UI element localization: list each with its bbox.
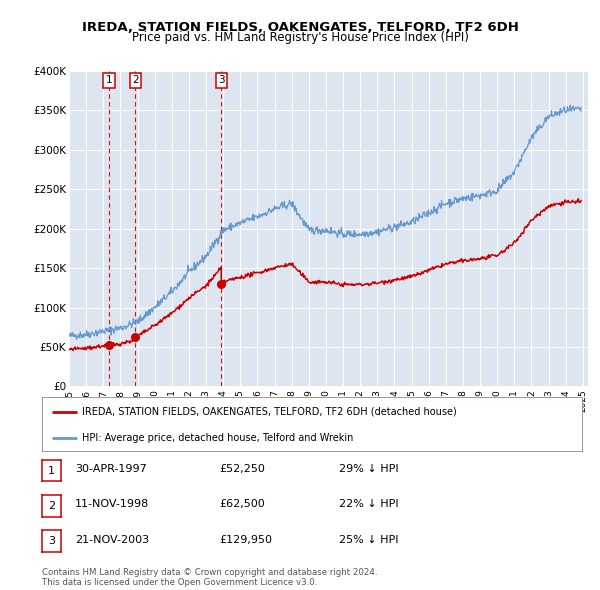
Text: 29% ↓ HPI: 29% ↓ HPI <box>339 464 398 474</box>
Text: 22% ↓ HPI: 22% ↓ HPI <box>339 499 398 509</box>
Text: IREDA, STATION FIELDS, OAKENGATES, TELFORD, TF2 6DH (detached house): IREDA, STATION FIELDS, OAKENGATES, TELFO… <box>83 407 457 417</box>
Text: IREDA, STATION FIELDS, OAKENGATES, TELFORD, TF2 6DH: IREDA, STATION FIELDS, OAKENGATES, TELFO… <box>82 21 518 34</box>
Text: Contains HM Land Registry data © Crown copyright and database right 2024.: Contains HM Land Registry data © Crown c… <box>42 568 377 577</box>
Text: £62,500: £62,500 <box>219 499 265 509</box>
Text: Price paid vs. HM Land Registry's House Price Index (HPI): Price paid vs. HM Land Registry's House … <box>131 31 469 44</box>
Text: 25% ↓ HPI: 25% ↓ HPI <box>339 535 398 545</box>
Text: 3: 3 <box>48 536 55 546</box>
Text: HPI: Average price, detached house, Telford and Wrekin: HPI: Average price, detached house, Telf… <box>83 433 354 442</box>
Text: 2: 2 <box>132 76 139 86</box>
Text: 11-NOV-1998: 11-NOV-1998 <box>75 499 149 509</box>
Text: 30-APR-1997: 30-APR-1997 <box>75 464 147 474</box>
Text: This data is licensed under the Open Government Licence v3.0.: This data is licensed under the Open Gov… <box>42 578 317 587</box>
Text: 1: 1 <box>48 466 55 476</box>
Text: 2: 2 <box>48 501 55 511</box>
Text: 1: 1 <box>106 76 112 86</box>
Text: 21-NOV-2003: 21-NOV-2003 <box>75 535 149 545</box>
Text: 3: 3 <box>218 76 224 86</box>
Text: £129,950: £129,950 <box>219 535 272 545</box>
Text: £52,250: £52,250 <box>219 464 265 474</box>
